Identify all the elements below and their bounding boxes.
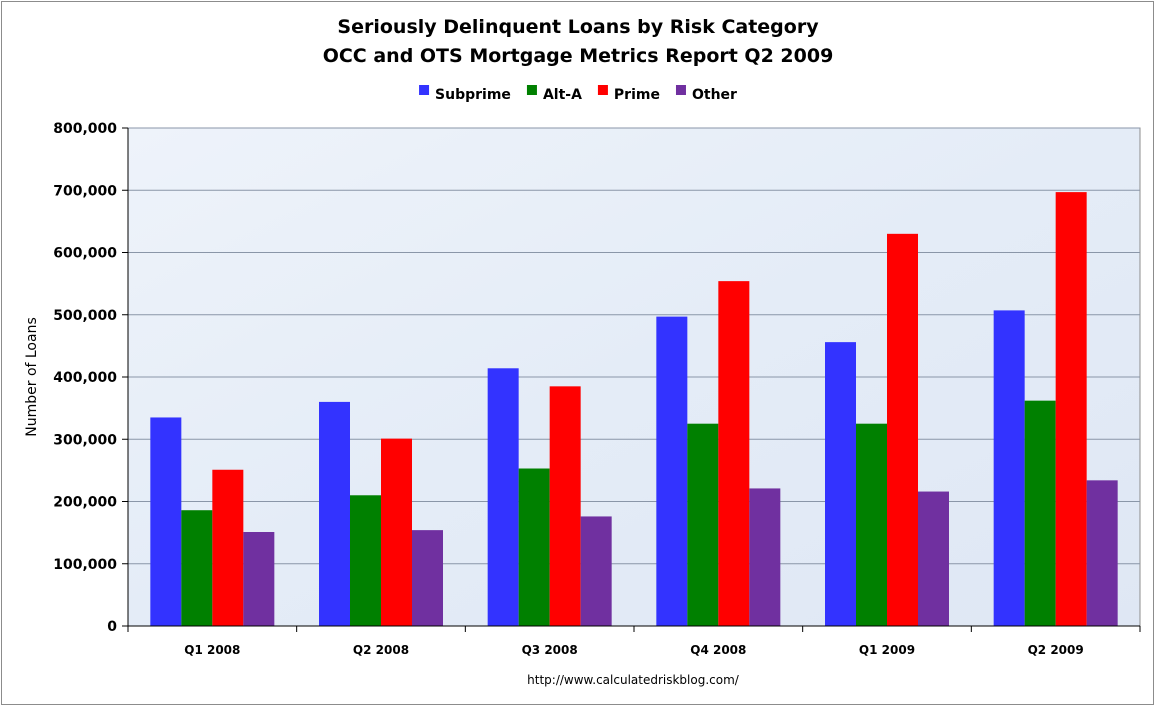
x-tick-label: Q1 2008	[184, 643, 240, 657]
x-axis-ticks: Q1 2008 Q2 2008 Q3 2008 Q4 2008 Q1 2009 Q2 20…	[127, 626, 1141, 657]
y-tick-label: 0	[107, 619, 117, 635]
legend-swatch	[675, 85, 686, 95]
bar-subprime-q3-2008	[487, 368, 519, 626]
y-tick-label: 200,000	[53, 495, 117, 511]
y-axis-title: Number of Loans	[24, 317, 40, 437]
y-tick-label: 800,000	[53, 121, 117, 137]
chart-title: Seriously Delinquent Loans by Risk Categ…	[337, 16, 819, 38]
bars	[150, 192, 1118, 626]
bar-other-q1-2008	[243, 532, 275, 626]
bar-other-q1-2009	[918, 491, 949, 626]
bar-alt-a-q1-2008	[181, 510, 213, 626]
bar-prime-q2-2008	[381, 438, 412, 626]
bar-alt-a-q3-2008	[518, 468, 550, 626]
legend-swatch	[526, 85, 537, 95]
bar-subprime-q2-2008	[319, 401, 350, 626]
bar-alt-a-q2-2009	[1024, 400, 1056, 626]
y-tick-label: 700,000	[53, 183, 117, 199]
y-tick-label: 400,000	[53, 370, 117, 386]
bar-alt-a-q4-2008	[687, 423, 719, 626]
legend-item-other: Other	[675, 85, 737, 103]
legend-item-prime: Prime	[597, 85, 660, 103]
y-tick-label: 300,000	[53, 432, 117, 448]
x-tick-label: Q1 2009	[859, 643, 915, 657]
bar-other-q2-2009	[1086, 480, 1118, 626]
bar-prime-q4-2008	[718, 281, 750, 626]
legend-label: Subprime	[435, 87, 511, 103]
bar-alt-a-q2-2008	[350, 495, 381, 626]
legend-swatch	[419, 85, 430, 95]
bar-subprime-q4-2008	[656, 316, 688, 626]
bar-subprime-q1-2008	[150, 417, 182, 626]
legend-swatch	[597, 85, 608, 95]
bar-alt-a-q1-2009	[856, 423, 887, 626]
legend-item-subprime: Subprime	[419, 85, 511, 103]
bar-prime-q2-2009	[1055, 192, 1087, 626]
y-axis-ticks: 0 100,000 200,000 300,000 400,000 500,000 600,…	[53, 121, 128, 635]
bar-subprime-q2-2009	[993, 310, 1025, 626]
bar-other-q2-2008	[412, 530, 443, 626]
x-tick-label: Q3 2008	[522, 643, 578, 657]
legend-label: Alt-A	[543, 87, 582, 103]
bar-prime-q1-2008	[212, 469, 244, 626]
bar-prime-q1-2009	[887, 233, 918, 626]
y-tick-label: 500,000	[53, 308, 117, 324]
x-tick-label: Q2 2008	[353, 643, 409, 657]
source-url: http://www.calculatedriskblog.com/	[527, 673, 740, 687]
bar-other-q3-2008	[580, 516, 612, 626]
legend-label: Prime	[614, 87, 660, 103]
chart-subtitle: OCC and OTS Mortgage Metrics Report Q2 2…	[323, 45, 834, 67]
legend-label: Other	[692, 87, 737, 103]
y-tick-label: 100,000	[53, 557, 117, 573]
legend-item-alt-a: Alt-A	[526, 85, 582, 103]
legend: Subprime Alt-A Prime Other	[419, 85, 737, 103]
bar-prime-q3-2008	[549, 386, 581, 626]
x-tick-label: Q4 2008	[690, 643, 746, 657]
bar-other-q4-2008	[749, 488, 781, 626]
bar-subprime-q1-2009	[825, 342, 856, 626]
x-tick-label: Q2 2009	[1028, 643, 1084, 657]
gridlines	[128, 127, 1140, 565]
y-tick-label: 600,000	[53, 246, 117, 262]
